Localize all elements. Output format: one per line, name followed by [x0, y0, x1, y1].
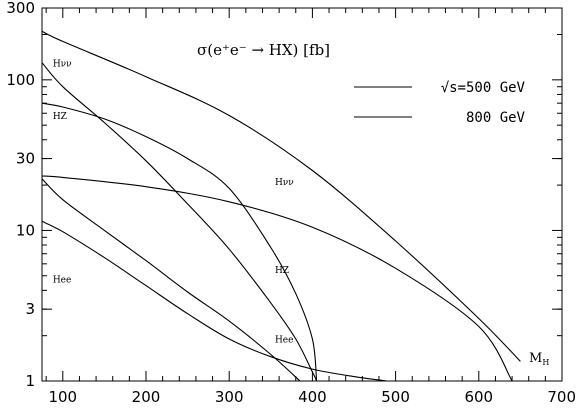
x-axis-label: MH [529, 351, 549, 367]
curve-annotations: Hνν HZ Hee Hνν HZ Hee [53, 59, 294, 345]
y-tick-label: 30 [16, 150, 35, 168]
curve-annotation: HZ [53, 112, 67, 122]
curves [41, 30, 521, 382]
curve-annotation: Hνν [275, 178, 294, 188]
x-tick-label: 600 [464, 388, 493, 406]
minor-ticks [42, 7, 562, 381]
plot-frame [41, 7, 563, 382]
series-line-800-4 [41, 175, 513, 382]
series-line-800-3 [41, 30, 521, 362]
chart-title: σ(e⁺e⁻ → HX) [fb] [197, 41, 330, 59]
major-ticks [42, 7, 563, 382]
curve-annotation: Hee [53, 276, 72, 286]
y-tick-label: 3 [25, 300, 35, 318]
y-tick-label: 10 [16, 221, 35, 239]
series-line-800-5 [41, 220, 388, 382]
curve-annotation: Hνν [53, 59, 72, 69]
x-tick-label: 700 [547, 388, 576, 406]
legend-label-800: 800 GeV [466, 110, 526, 126]
curve-annotation: HZ [275, 266, 289, 276]
tick-labels: 100 200 300 400 500 600 700 1 3 10 30 100 300 [6, 0, 576, 406]
series-line-500-1 [41, 102, 318, 382]
x-tick-label: 200 [132, 388, 161, 406]
series-line-500-0 [41, 62, 318, 382]
x-tick-label: 300 [215, 388, 244, 406]
curve-annotation: Hee [275, 336, 294, 346]
x-tick-label: 500 [381, 388, 410, 406]
y-tick-label: 1 [25, 372, 35, 390]
x-tick-label: 100 [48, 388, 77, 406]
y-tick-label: 100 [6, 71, 35, 89]
x-tick-label: 400 [298, 388, 327, 406]
y-tick-label: 300 [6, 0, 35, 17]
series-line-500-2 [41, 178, 301, 382]
legend-label-500: √s=500 GeV [441, 80, 526, 96]
